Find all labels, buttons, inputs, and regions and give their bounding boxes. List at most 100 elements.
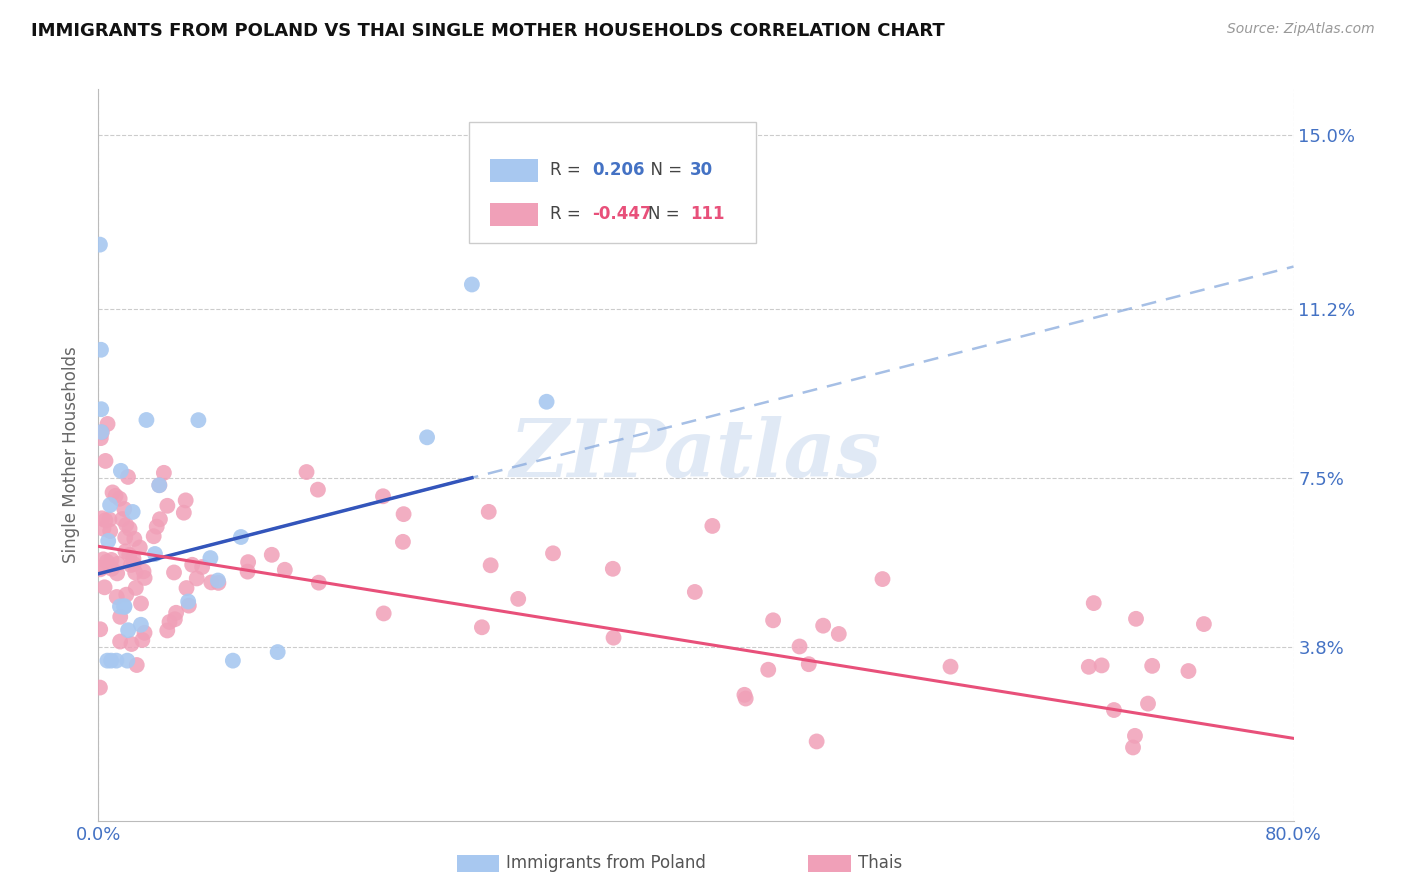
Point — [177, 599, 200, 613]
Point — [392, 534, 415, 549]
Point — [121, 505, 143, 519]
Point — [93, 580, 115, 594]
Point — [153, 466, 176, 480]
Point — [222, 654, 245, 668]
Point — [1122, 740, 1144, 755]
Text: N =: N = — [648, 204, 690, 222]
Point — [96, 417, 118, 431]
Point — [134, 625, 156, 640]
Point — [94, 513, 117, 527]
Point — [274, 563, 297, 577]
Point — [828, 627, 851, 641]
Point — [461, 277, 484, 292]
Point — [100, 654, 122, 668]
Text: R =: R = — [550, 204, 592, 222]
Text: 111: 111 — [690, 204, 724, 222]
Point — [94, 454, 117, 468]
Point — [112, 502, 135, 516]
Point — [128, 541, 150, 555]
Point — [229, 530, 252, 544]
Point — [1192, 617, 1215, 632]
Point — [125, 581, 148, 595]
Point — [163, 566, 186, 580]
Point — [174, 493, 197, 508]
Point — [207, 574, 229, 588]
Point — [176, 581, 198, 595]
Point — [181, 558, 204, 572]
Point — [478, 505, 501, 519]
Point — [118, 548, 141, 562]
Point — [122, 551, 145, 566]
Point — [117, 470, 139, 484]
Point — [122, 557, 145, 571]
Point — [98, 512, 121, 526]
Point — [105, 654, 128, 668]
Text: R =: R = — [550, 161, 592, 178]
Point — [129, 597, 152, 611]
Point — [107, 557, 129, 571]
Point — [132, 565, 155, 579]
Point — [797, 657, 820, 672]
Text: Thais: Thais — [858, 855, 901, 872]
Point — [117, 623, 139, 637]
Point — [90, 425, 112, 439]
Point — [307, 483, 329, 497]
Text: 0.206: 0.206 — [592, 161, 644, 178]
Point — [191, 560, 214, 574]
Point — [89, 562, 111, 576]
Point — [156, 624, 179, 638]
Point — [97, 533, 120, 548]
Point — [177, 594, 200, 608]
Point — [104, 489, 127, 503]
Point — [806, 734, 828, 748]
Point — [135, 413, 157, 427]
FancyBboxPatch shape — [470, 122, 756, 243]
Point — [479, 558, 502, 573]
Text: 30: 30 — [690, 161, 713, 178]
Point — [602, 562, 624, 576]
Point — [110, 610, 132, 624]
Point — [90, 402, 112, 417]
Point — [105, 590, 128, 604]
Point — [148, 478, 170, 492]
Point — [163, 612, 186, 626]
Point — [756, 663, 779, 677]
Point — [115, 588, 138, 602]
Point — [91, 552, 114, 566]
Point — [115, 517, 138, 532]
Point — [111, 512, 134, 526]
Point — [683, 585, 706, 599]
Point — [295, 465, 318, 479]
Point — [159, 615, 181, 629]
Point — [112, 599, 135, 614]
Point — [124, 532, 146, 546]
Point — [105, 566, 128, 581]
Point — [186, 571, 208, 585]
Point — [100, 562, 122, 576]
Point — [236, 555, 259, 569]
Point — [308, 575, 330, 590]
Point — [121, 637, 143, 651]
Point — [129, 617, 152, 632]
Point — [541, 546, 564, 560]
Point — [143, 547, 166, 561]
Point — [1137, 697, 1160, 711]
Point — [471, 620, 494, 634]
Point — [98, 524, 121, 538]
Point — [1077, 660, 1099, 674]
Point — [1123, 729, 1146, 743]
Text: N =: N = — [640, 161, 692, 178]
Point — [371, 489, 394, 503]
Point — [142, 529, 165, 543]
Point — [89, 237, 111, 252]
Point — [118, 522, 141, 536]
Point — [373, 607, 395, 621]
Point — [114, 531, 136, 545]
Text: -0.447: -0.447 — [592, 204, 651, 222]
Point — [100, 553, 122, 567]
Point — [148, 478, 170, 492]
Point — [117, 654, 139, 668]
Point — [1102, 703, 1125, 717]
Point — [89, 681, 111, 695]
Point — [508, 591, 530, 606]
